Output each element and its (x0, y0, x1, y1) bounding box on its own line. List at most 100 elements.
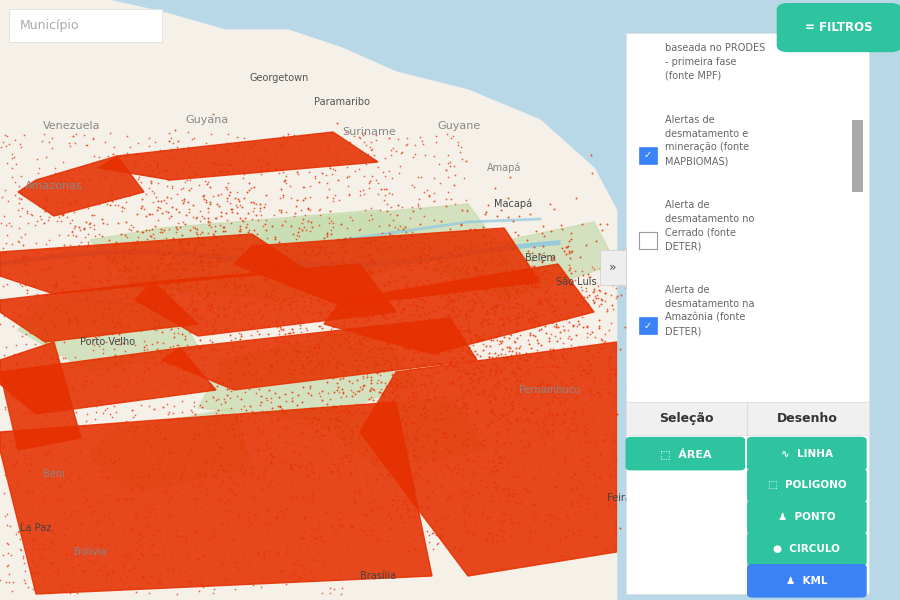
Point (377, 154, 392, 163)
Point (516, 403, 530, 412)
Point (118, 367, 132, 376)
Point (464, 478, 479, 487)
Point (144, 286, 158, 295)
Point (248, 265, 263, 274)
Point (50, 371, 64, 380)
Point (242, 298, 256, 308)
Point (428, 368, 443, 377)
Point (166, 401, 181, 411)
Point (59, 307, 74, 317)
Point (366, 395, 381, 405)
Point (142, 473, 157, 482)
Point (81, 262, 95, 272)
Point (600, 306, 615, 316)
Point (113, 584, 128, 594)
Point (398, 406, 412, 415)
Point (476, 339, 491, 349)
Point (0, 404, 13, 413)
Point (302, 566, 317, 576)
Point (526, 380, 541, 389)
Point (279, 437, 293, 446)
Point (184, 576, 198, 586)
Point (494, 338, 508, 348)
Point (276, 317, 291, 326)
Point (634, 431, 649, 440)
Point (484, 456, 499, 466)
Point (304, 418, 319, 427)
Point (469, 389, 483, 399)
Point (335, 242, 349, 252)
Point (36, 574, 50, 584)
Point (136, 574, 150, 584)
Point (267, 388, 282, 398)
Point (55, 353, 69, 363)
Point (360, 362, 374, 372)
Point (444, 446, 458, 455)
Point (380, 331, 394, 341)
Point (357, 426, 372, 436)
Point (468, 420, 482, 430)
Point (271, 392, 285, 402)
Point (595, 335, 609, 344)
Point (359, 159, 374, 169)
Point (154, 224, 168, 234)
Point (391, 134, 405, 143)
Point (170, 340, 184, 349)
Point (240, 187, 255, 197)
Point (562, 331, 576, 340)
Point (502, 406, 517, 416)
Point (242, 178, 256, 188)
Point (401, 504, 416, 514)
Point (530, 313, 544, 322)
Point (134, 400, 148, 410)
Point (272, 237, 286, 247)
Point (28, 376, 42, 385)
Point (44, 455, 58, 465)
Point (401, 343, 416, 353)
Point (296, 195, 310, 205)
Point (195, 550, 210, 560)
Point (373, 387, 387, 397)
Point (467, 382, 482, 391)
Point (176, 164, 190, 174)
Point (314, 272, 328, 281)
Point (296, 533, 310, 543)
Point (120, 131, 134, 141)
Point (37, 347, 51, 356)
Text: Venezuela: Venezuela (43, 121, 101, 131)
Point (240, 368, 255, 377)
Point (379, 288, 393, 298)
Point (110, 317, 124, 326)
Point (419, 340, 434, 349)
Point (166, 328, 181, 338)
Point (501, 347, 516, 356)
Point (462, 285, 476, 295)
Point (189, 340, 203, 350)
Point (431, 538, 446, 548)
Point (537, 294, 552, 304)
Point (327, 532, 341, 542)
Point (157, 195, 171, 205)
Point (405, 391, 419, 401)
Point (325, 218, 339, 227)
Point (34, 136, 49, 146)
Point (72, 223, 86, 232)
Point (400, 281, 414, 291)
Point (388, 393, 402, 403)
Point (475, 265, 490, 274)
Point (580, 299, 595, 309)
Point (113, 271, 128, 281)
Point (327, 345, 341, 355)
Point (288, 208, 302, 217)
Point (170, 271, 184, 281)
Point (304, 309, 319, 319)
Point (25, 193, 40, 203)
Point (409, 280, 423, 289)
Point (127, 244, 141, 254)
Point (431, 346, 446, 355)
Point (66, 131, 80, 141)
Point (568, 469, 582, 479)
Point (512, 291, 526, 301)
Point (436, 428, 451, 438)
Point (571, 422, 585, 432)
